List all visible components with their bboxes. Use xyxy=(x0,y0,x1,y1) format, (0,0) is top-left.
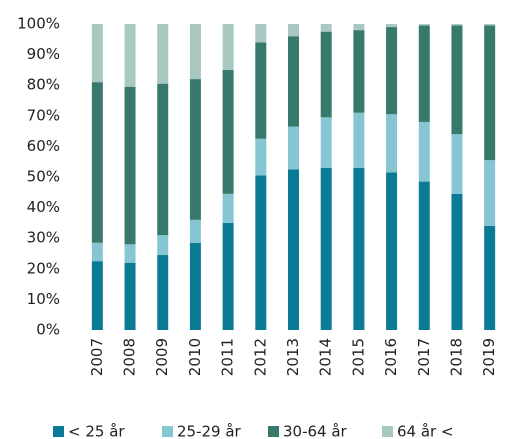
x-tick-label: 2008 xyxy=(121,338,139,376)
bar-segment xyxy=(222,193,234,223)
bar-segment xyxy=(157,24,169,84)
bar-segment xyxy=(484,160,496,226)
x-tick-label: 2009 xyxy=(153,338,171,376)
bar-segment xyxy=(386,27,398,115)
bar-segment xyxy=(451,25,463,135)
bar-segment xyxy=(418,24,430,26)
bar-segment xyxy=(157,235,169,256)
x-tick-label: 2007 xyxy=(88,338,106,376)
bar-segment xyxy=(353,167,365,330)
bar-segment xyxy=(386,114,398,173)
x-tick-label: 2018 xyxy=(447,338,465,376)
legend-label: 25-29 år xyxy=(177,423,242,439)
y-tick-label: 40% xyxy=(27,198,60,216)
bar-segment xyxy=(451,193,463,330)
x-tick-label: 2011 xyxy=(219,338,237,376)
bar-segment xyxy=(124,262,136,330)
x-tick-label: 2019 xyxy=(480,338,498,376)
bar-segment xyxy=(255,138,267,176)
bar-segment xyxy=(189,219,201,243)
x-tick-label: 2014 xyxy=(317,338,335,376)
bar-segment xyxy=(91,24,103,83)
bar-segment xyxy=(255,42,267,139)
bar-segment xyxy=(386,172,398,330)
bar-segment xyxy=(320,117,332,168)
bar-segment xyxy=(288,126,299,170)
bar-segment xyxy=(222,24,234,70)
y-tick-label: 30% xyxy=(27,229,60,247)
bar-segment xyxy=(484,25,496,161)
legend-swatch xyxy=(382,426,393,437)
y-tick-label: 20% xyxy=(27,259,60,277)
bar-segment xyxy=(255,175,267,330)
bar-segment xyxy=(320,31,332,118)
bar-segment xyxy=(451,24,463,26)
bar-segment xyxy=(451,134,463,194)
bar-segment xyxy=(353,112,365,168)
bar-segment xyxy=(189,24,201,80)
bar-segment xyxy=(91,82,103,243)
legend-swatch xyxy=(268,426,279,437)
legend-swatch xyxy=(53,426,64,437)
y-tick-label: 70% xyxy=(27,106,60,124)
legend-label: 64 år < xyxy=(397,423,454,439)
bar-segment xyxy=(418,181,430,330)
y-tick-label: 80% xyxy=(27,76,60,94)
bar-segment xyxy=(222,222,234,330)
y-tick-label: 90% xyxy=(27,45,60,63)
bar-segment xyxy=(288,169,299,330)
x-tick-label: 2016 xyxy=(382,338,400,376)
legend-label: 30-64 år xyxy=(283,423,348,439)
bar-segment xyxy=(320,24,332,32)
bar-segment xyxy=(418,25,430,122)
x-tick-label: 2010 xyxy=(186,338,204,376)
bar-segment xyxy=(157,255,169,330)
legend-label: < 25 år xyxy=(68,423,125,439)
bar-segment xyxy=(288,24,299,37)
bar-segment xyxy=(484,225,496,330)
bar-segment xyxy=(484,24,496,26)
bar-segment xyxy=(124,86,136,245)
bar-segment xyxy=(320,167,332,330)
bar-segment xyxy=(91,242,103,262)
bar-segment xyxy=(124,24,136,87)
bar-segment xyxy=(124,244,136,263)
bar-segment xyxy=(386,24,398,28)
bar-segment xyxy=(418,121,430,182)
x-tick-label: 2015 xyxy=(349,338,367,376)
bar-segment xyxy=(222,69,234,194)
bar-segment xyxy=(157,83,169,236)
y-tick-label: 50% xyxy=(27,168,60,186)
bar-segment xyxy=(288,36,299,127)
x-tick-label: 2012 xyxy=(251,338,269,376)
bar-segment xyxy=(353,30,365,113)
bar-segment xyxy=(189,79,201,220)
y-tick-label: 0% xyxy=(36,321,60,339)
y-tick-label: 60% xyxy=(27,137,60,155)
bar-segment xyxy=(353,24,365,31)
bar-segment xyxy=(255,24,267,43)
x-tick-label: 2017 xyxy=(415,338,433,376)
bar-segment xyxy=(189,242,201,330)
bar-segment xyxy=(91,261,103,330)
y-tick-label: 10% xyxy=(27,290,60,308)
legend-swatch xyxy=(162,426,173,437)
y-tick-label: 100% xyxy=(17,15,60,33)
x-tick-label: 2013 xyxy=(284,338,302,376)
